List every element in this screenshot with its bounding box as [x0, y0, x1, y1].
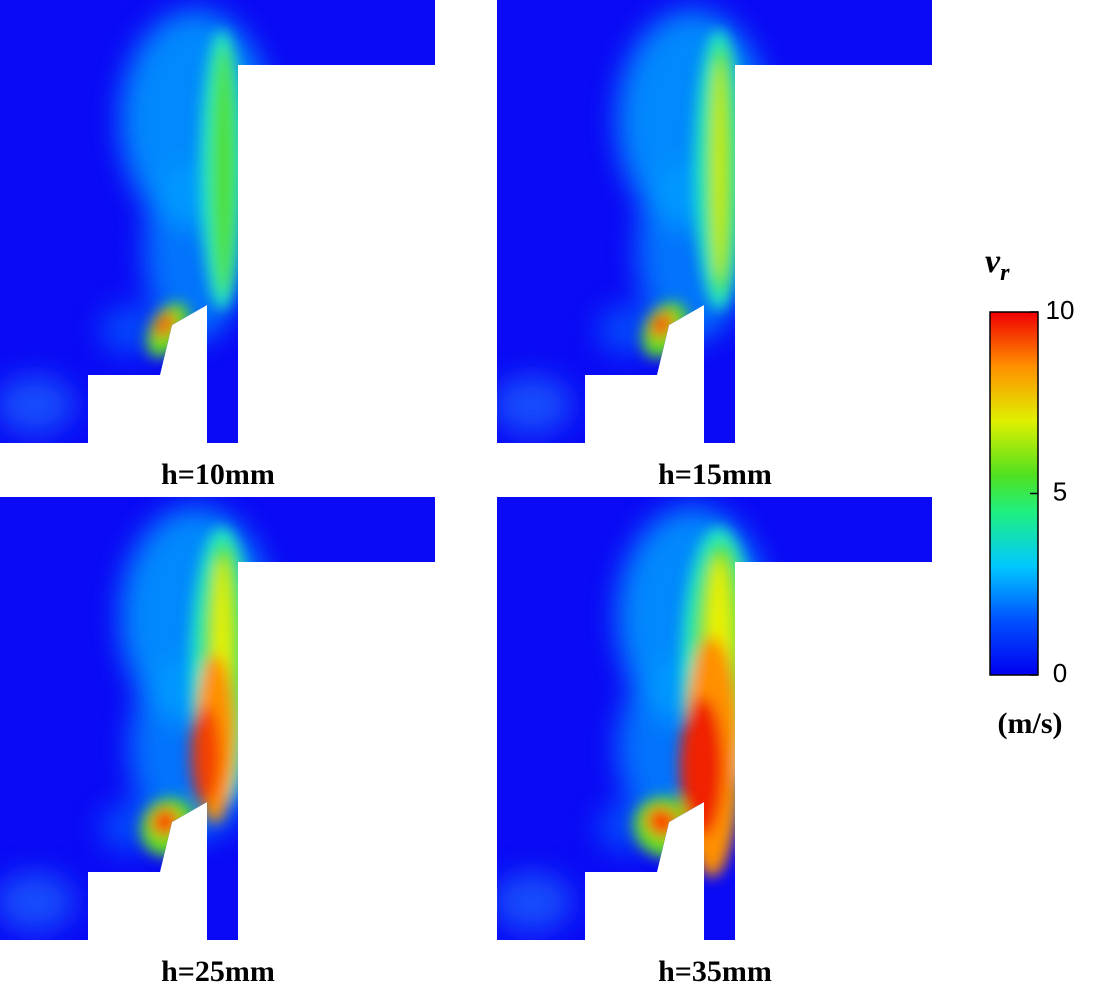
panel-label: h=10mm [161, 458, 275, 491]
colorbar-title: vr [985, 243, 1010, 286]
halo-side [597, 305, 657, 355]
panels: h=10mm h=15mm h=25mm h=35mm [0, 0, 932, 988]
velocity-field [497, 507, 767, 932]
nozzle-red [155, 312, 175, 338]
colorbar-tick-label: 10 [1046, 295, 1075, 325]
velocity-field [0, 507, 270, 932]
halo-side [100, 305, 160, 355]
colorbar-tick-label: 0 [1053, 658, 1067, 688]
colorbar-subscript: r [1000, 260, 1010, 286]
core-red [189, 706, 221, 804]
core [641, 30, 744, 358]
colorbar: vr (m/s) 0 5 10 [985, 243, 1074, 740]
corner [0, 375, 75, 435]
contour-panel [497, 497, 932, 940]
band-yellow [714, 60, 724, 280]
nozzle-red [651, 311, 673, 339]
corner [0, 872, 75, 932]
panel-label: h=25mm [161, 955, 275, 988]
contour-panel [497, 0, 932, 443]
colorbar-tick-label: 5 [1053, 476, 1067, 506]
contour-panel [0, 497, 435, 940]
velocity-field [497, 10, 767, 435]
contour-panel [0, 0, 435, 443]
panel-label: h=15mm [658, 458, 772, 491]
corner [497, 375, 572, 435]
band-green [212, 45, 236, 295]
core-red [680, 697, 724, 837]
panel-label: h=35mm [658, 955, 772, 988]
corner [497, 872, 572, 932]
colorbar-unit: (m/s) [998, 707, 1063, 740]
core [140, 527, 254, 857]
colorbar-symbol: v [985, 243, 1001, 280]
